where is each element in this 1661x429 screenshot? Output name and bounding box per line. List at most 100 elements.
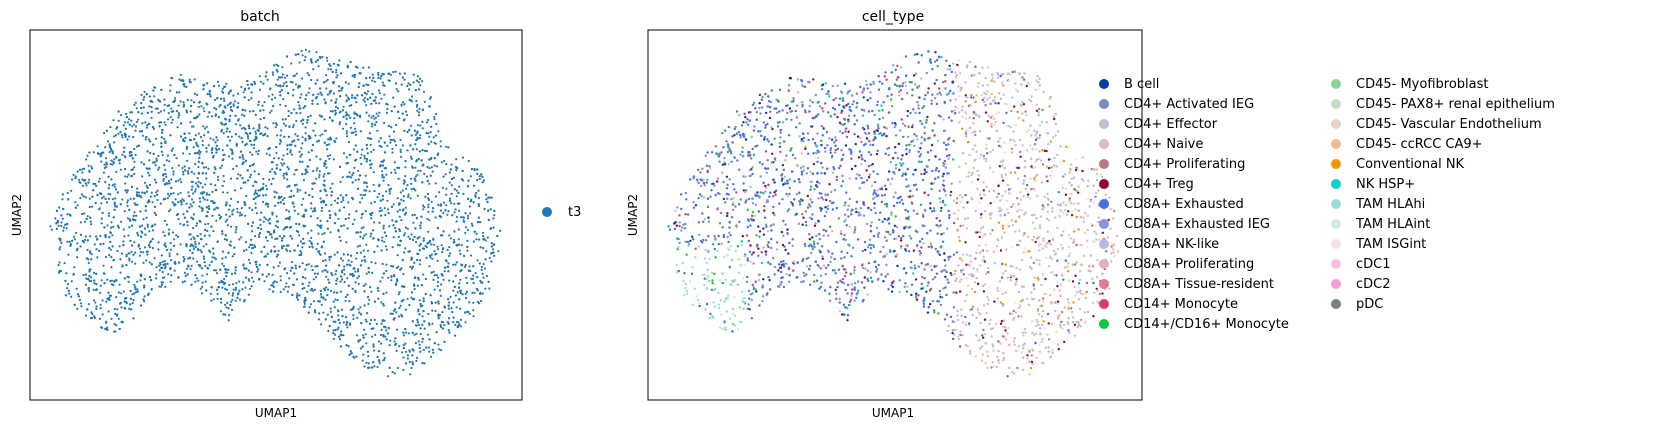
data-point bbox=[364, 193, 367, 196]
data-point bbox=[230, 272, 234, 276]
data-point bbox=[310, 265, 313, 268]
data-point bbox=[196, 177, 199, 180]
data-point bbox=[240, 85, 243, 89]
data-point bbox=[171, 201, 174, 204]
data-point bbox=[332, 332, 335, 335]
data-point bbox=[207, 205, 210, 208]
data-point bbox=[414, 227, 417, 230]
data-point bbox=[373, 221, 376, 224]
data-point bbox=[363, 154, 366, 158]
data-point bbox=[369, 163, 372, 166]
data-point bbox=[54, 217, 57, 220]
data-point bbox=[254, 245, 257, 249]
data-point bbox=[132, 299, 135, 302]
data-point bbox=[406, 130, 409, 134]
data-point bbox=[354, 159, 357, 162]
data-point bbox=[298, 107, 301, 110]
data-point bbox=[467, 214, 470, 217]
data-point bbox=[317, 93, 320, 96]
data-point bbox=[290, 237, 294, 240]
data-point bbox=[134, 125, 138, 128]
data-point bbox=[341, 176, 344, 179]
data-point bbox=[490, 242, 493, 245]
data-point bbox=[190, 205, 194, 208]
data-point bbox=[87, 303, 90, 306]
data-point bbox=[470, 168, 473, 171]
data-point bbox=[88, 169, 91, 172]
data-point bbox=[254, 202, 257, 205]
data-point bbox=[85, 277, 88, 280]
data-point bbox=[251, 276, 254, 279]
data-point bbox=[266, 205, 270, 208]
data-point bbox=[409, 124, 413, 127]
data-point bbox=[219, 166, 222, 170]
data-point bbox=[334, 109, 337, 112]
data-point bbox=[388, 135, 391, 138]
data-point bbox=[222, 313, 225, 316]
data-point bbox=[212, 138, 215, 141]
data-point bbox=[488, 196, 491, 199]
data-point bbox=[404, 175, 407, 178]
data-point bbox=[323, 98, 326, 101]
data-point bbox=[216, 139, 219, 142]
data-point bbox=[336, 107, 339, 110]
data-point bbox=[243, 114, 246, 117]
data-point bbox=[250, 224, 253, 228]
data-point bbox=[106, 297, 109, 300]
data-point bbox=[422, 297, 425, 300]
data-point bbox=[456, 291, 459, 294]
data-point bbox=[371, 366, 374, 369]
data-point bbox=[297, 212, 300, 215]
data-point bbox=[217, 84, 221, 87]
data-point bbox=[133, 160, 136, 163]
data-point bbox=[480, 268, 483, 271]
data-point bbox=[348, 322, 351, 325]
data-point bbox=[450, 202, 453, 205]
data-point bbox=[326, 148, 329, 151]
data-point bbox=[334, 101, 337, 104]
data-point bbox=[258, 263, 261, 267]
data-point bbox=[367, 90, 370, 93]
data-point bbox=[220, 279, 223, 282]
data-point bbox=[192, 248, 196, 251]
data-point bbox=[309, 303, 313, 306]
data-point bbox=[370, 318, 373, 322]
data-point bbox=[159, 285, 162, 288]
data-point bbox=[487, 196, 490, 199]
data-point bbox=[81, 168, 84, 171]
data-point bbox=[113, 201, 116, 204]
data-point bbox=[428, 322, 431, 325]
data-point bbox=[221, 149, 224, 152]
data-point bbox=[402, 195, 406, 198]
data-point bbox=[296, 298, 299, 301]
data-point bbox=[368, 114, 371, 117]
data-point bbox=[170, 186, 173, 189]
data-point bbox=[353, 73, 357, 76]
data-point bbox=[196, 93, 199, 96]
data-point bbox=[323, 141, 326, 144]
data-point bbox=[474, 193, 477, 197]
data-point bbox=[145, 185, 148, 188]
data-point bbox=[177, 217, 180, 221]
data-point bbox=[440, 349, 443, 352]
data-point bbox=[168, 254, 171, 258]
data-point bbox=[190, 170, 193, 174]
data-point bbox=[456, 326, 459, 329]
data-point bbox=[297, 230, 300, 234]
data-point bbox=[86, 215, 89, 218]
data-point bbox=[416, 173, 419, 176]
data-point bbox=[360, 227, 363, 230]
data-point bbox=[298, 160, 302, 163]
data-point bbox=[418, 259, 422, 262]
data-point bbox=[132, 317, 135, 320]
data-point bbox=[426, 333, 429, 336]
data-point bbox=[459, 270, 462, 273]
data-point bbox=[205, 289, 208, 292]
data-point bbox=[153, 205, 156, 208]
data-point bbox=[164, 140, 167, 143]
data-point bbox=[381, 81, 384, 84]
data-point bbox=[370, 327, 373, 330]
data-point bbox=[280, 195, 283, 198]
data-point bbox=[274, 224, 277, 227]
data-point bbox=[189, 268, 192, 271]
